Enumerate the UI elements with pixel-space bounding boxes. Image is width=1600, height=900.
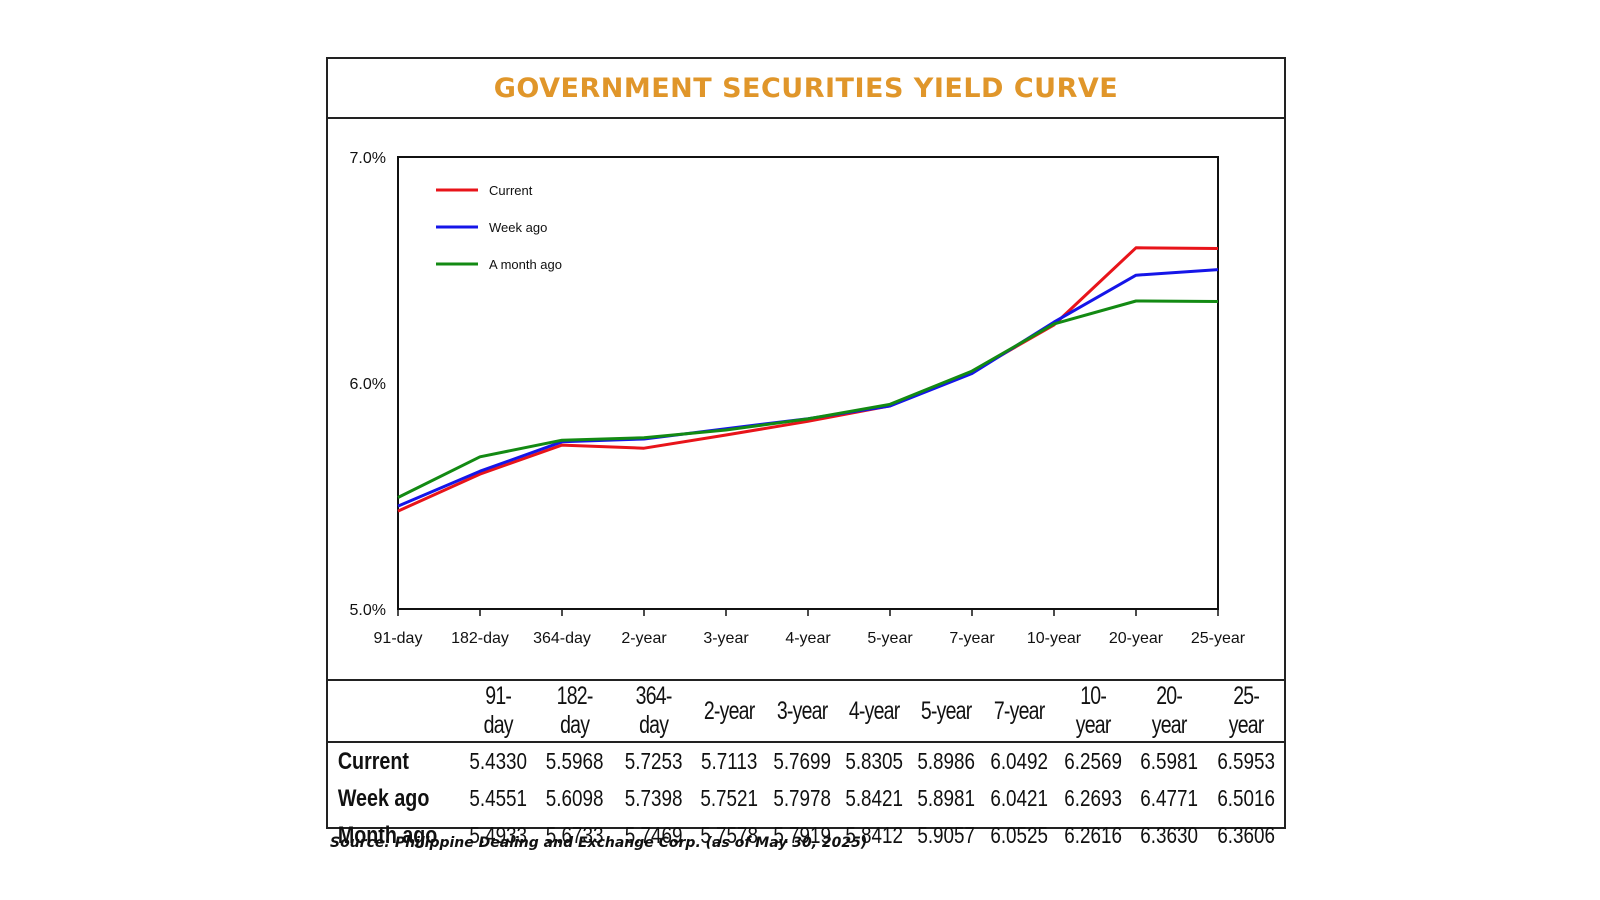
- table-cell: 6.4771: [1140, 785, 1199, 811]
- x-tick-label: 4-year: [785, 630, 831, 647]
- series-line-a-month-ago: [397, 299, 1219, 499]
- x-tick-label: 7-year: [949, 630, 995, 647]
- table-header: 25-year: [1216, 679, 1276, 743]
- series-line-current: [397, 246, 1219, 513]
- x-tick-label: 3-year: [703, 630, 749, 647]
- table-cell: 5.9057: [917, 822, 976, 848]
- table-cell: 5.7113: [701, 748, 758, 774]
- table-cell: 5.4551: [469, 785, 528, 811]
- table-cell: 5.7521: [700, 785, 759, 811]
- table-header: 10-year: [1063, 679, 1123, 743]
- table-cell: 5.6733: [545, 822, 604, 848]
- table-cell: 5.8305: [845, 748, 904, 774]
- legend-label: Week ago: [489, 220, 547, 235]
- table-cell: 5.8986: [917, 748, 976, 774]
- table-cell: 6.2693: [1064, 785, 1123, 811]
- table-header: 20-year: [1139, 679, 1200, 743]
- x-tick-label: 5-year: [867, 630, 913, 647]
- table-cell: 6.2616: [1064, 822, 1123, 848]
- table-row-current: Current 5.4330 5.5968 5.7253 5.7113 5.76…: [328, 742, 1284, 780]
- table-header: 3-year: [773, 679, 831, 743]
- x-tick-label: 182-day: [451, 630, 509, 647]
- yield-table: 91-day 182-day 364-day 2-year 3-year 4-y…: [328, 679, 1284, 854]
- table-header: 182-day: [543, 679, 606, 743]
- source-note: Source: Philippine Dealing and Exchange …: [330, 835, 868, 851]
- chart-title: GOVERNMENT SECURITIES YIELD CURVE: [493, 72, 1119, 104]
- x-tick-label: 364-day: [533, 630, 591, 647]
- table-cell: 6.0492: [990, 748, 1048, 774]
- legend-label: A month ago: [489, 257, 562, 272]
- y-tick-label: 7.0%: [350, 150, 386, 167]
- series-line-week-ago: [397, 268, 1219, 508]
- yield-curve-chart: 7.0% 6.0% 5.0% 91-day 182-day 364-day 2-year 3-…: [350, 150, 1246, 647]
- table-header: 2-year: [701, 679, 758, 743]
- table-cell: 5.7919: [772, 822, 831, 848]
- table-cell: 5.7253: [624, 748, 683, 774]
- table-header: 5-year: [918, 679, 975, 743]
- table-cell: 5.5968: [545, 748, 604, 774]
- table-cell: 5.7578: [700, 822, 759, 848]
- table-cell: 5.8421: [845, 785, 904, 811]
- row-label: Month ago: [337, 821, 438, 849]
- table-header: 91-day: [470, 679, 527, 743]
- x-tick-label: 2-year: [621, 630, 667, 647]
- table-cell: 6.3606: [1216, 822, 1275, 848]
- y-tick-label: 6.0%: [350, 376, 386, 393]
- table-header: 364-day: [622, 679, 685, 743]
- table-cell: 5.8412: [845, 822, 904, 848]
- title-bar: GOVERNMENT SECURITIES YIELD CURVE: [328, 59, 1284, 119]
- yield-table-wrap: 91-day 182-day 364-day 2-year 3-year 4-y…: [328, 679, 1284, 854]
- table-cell: 6.2569: [1064, 748, 1123, 774]
- table-header-row: 91-day 182-day 364-day 2-year 3-year 4-y…: [328, 679, 1284, 743]
- y-tick-label: 5.0%: [350, 602, 386, 619]
- table-cell: 6.0421: [990, 785, 1048, 811]
- table-cell: 5.6098: [545, 785, 604, 811]
- table-cell: 5.7699: [772, 748, 831, 774]
- row-label: Week ago: [337, 784, 430, 812]
- table-cell: 6.5953: [1216, 748, 1275, 774]
- table-cell: 5.7469: [624, 822, 683, 848]
- table-cell: 6.0525: [990, 822, 1048, 848]
- table-cell: 6.5016: [1216, 785, 1275, 811]
- table-cell: 5.4933: [469, 822, 528, 848]
- x-tick-label: 10-year: [1027, 630, 1082, 647]
- x-tick-label: 25-year: [1191, 630, 1246, 647]
- table-header: 4-year: [845, 679, 903, 743]
- table-row-month-ago: Month ago 5.4933 5.6733 5.7469 5.7578 5.…: [328, 817, 1284, 854]
- table-header-blank: [342, 679, 448, 743]
- table-cell: 5.4330: [469, 748, 528, 774]
- x-tick-label: 20-year: [1109, 630, 1164, 647]
- legend-label: Current: [489, 183, 533, 198]
- table-cell: 6.3630: [1140, 822, 1199, 848]
- table-cell: 5.7978: [772, 785, 831, 811]
- table-header: 7-year: [990, 679, 1048, 743]
- chart-frame: GOVERNMENT SECURITIES YIELD CURVE 7.0% 6.…: [326, 57, 1286, 849]
- x-tick-label: 91-day: [374, 630, 423, 647]
- table-cell: 5.8981: [917, 785, 976, 811]
- row-label: Current: [337, 747, 409, 775]
- table-cell: 6.5981: [1140, 748, 1199, 774]
- table-row-week-ago: Week ago 5.4551 5.6098 5.7398 5.7521 5.7…: [328, 780, 1284, 817]
- table-cell: 5.7398: [624, 785, 683, 811]
